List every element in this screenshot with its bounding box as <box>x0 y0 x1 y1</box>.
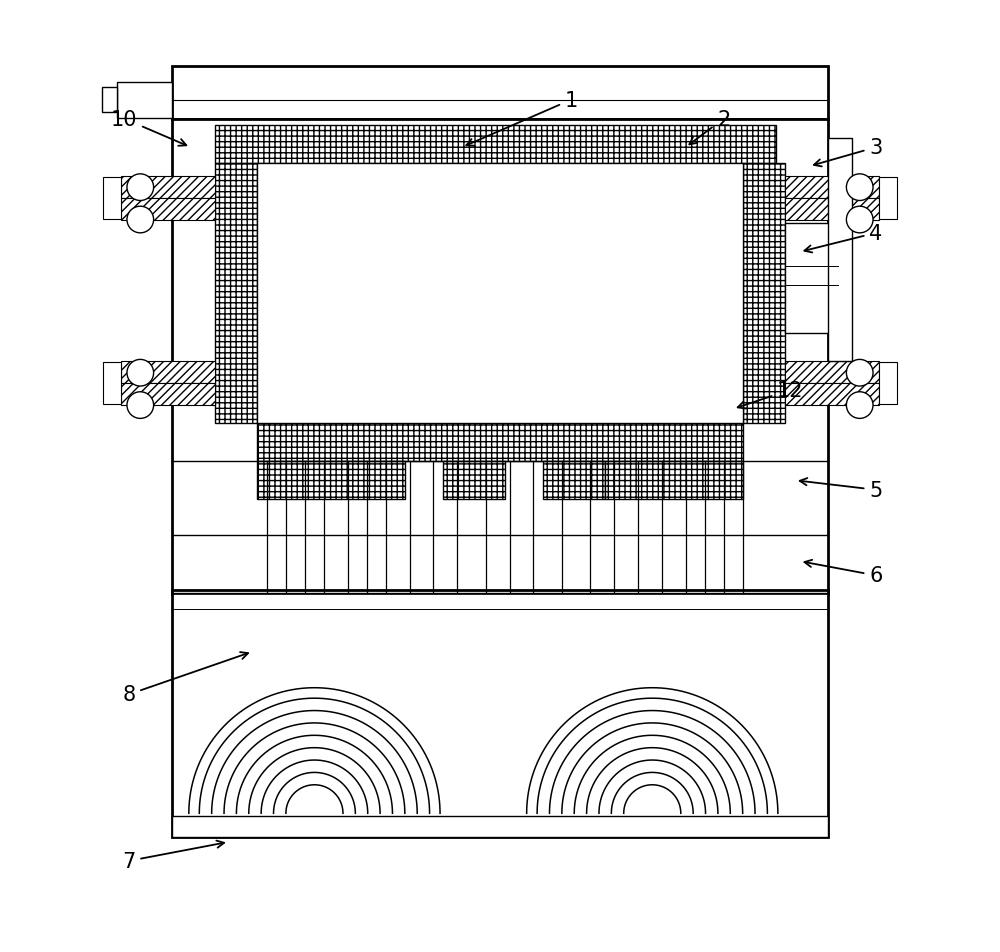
Bar <box>121 362 215 384</box>
Circle shape <box>127 392 154 419</box>
Circle shape <box>127 207 154 233</box>
Bar <box>605 462 743 500</box>
Bar <box>102 89 117 113</box>
Bar <box>743 164 785 424</box>
Text: 2: 2 <box>689 109 730 145</box>
Bar <box>257 164 743 424</box>
Bar <box>215 164 257 424</box>
Text: 10: 10 <box>111 109 186 147</box>
Bar <box>121 384 215 406</box>
Bar <box>785 224 838 333</box>
Bar <box>103 177 121 219</box>
Text: 8: 8 <box>122 652 248 704</box>
Bar <box>879 363 897 405</box>
Bar <box>443 462 505 500</box>
Text: 4: 4 <box>804 224 883 253</box>
Circle shape <box>846 360 873 387</box>
Text: 1: 1 <box>466 90 578 147</box>
Bar <box>785 384 879 406</box>
Bar <box>543 462 605 500</box>
Bar <box>172 68 828 120</box>
Circle shape <box>846 392 873 419</box>
Text: 7: 7 <box>122 841 224 871</box>
Bar <box>172 816 828 837</box>
Bar <box>103 363 121 405</box>
Circle shape <box>846 207 873 233</box>
Bar <box>785 198 879 220</box>
Text: 12: 12 <box>738 381 803 409</box>
Bar <box>828 139 852 362</box>
Bar <box>172 590 828 837</box>
Bar <box>257 462 405 500</box>
Text: 3: 3 <box>814 138 883 168</box>
Circle shape <box>127 360 154 387</box>
Bar <box>785 176 879 198</box>
Bar <box>172 120 828 595</box>
Circle shape <box>127 174 154 201</box>
Bar <box>215 127 776 164</box>
Bar <box>121 176 215 198</box>
Text: 6: 6 <box>804 560 883 585</box>
Circle shape <box>846 174 873 201</box>
Text: 5: 5 <box>800 479 883 500</box>
Bar <box>121 198 215 220</box>
Bar <box>785 362 879 384</box>
Bar <box>879 177 897 219</box>
Bar <box>117 83 172 119</box>
Bar <box>257 424 743 462</box>
